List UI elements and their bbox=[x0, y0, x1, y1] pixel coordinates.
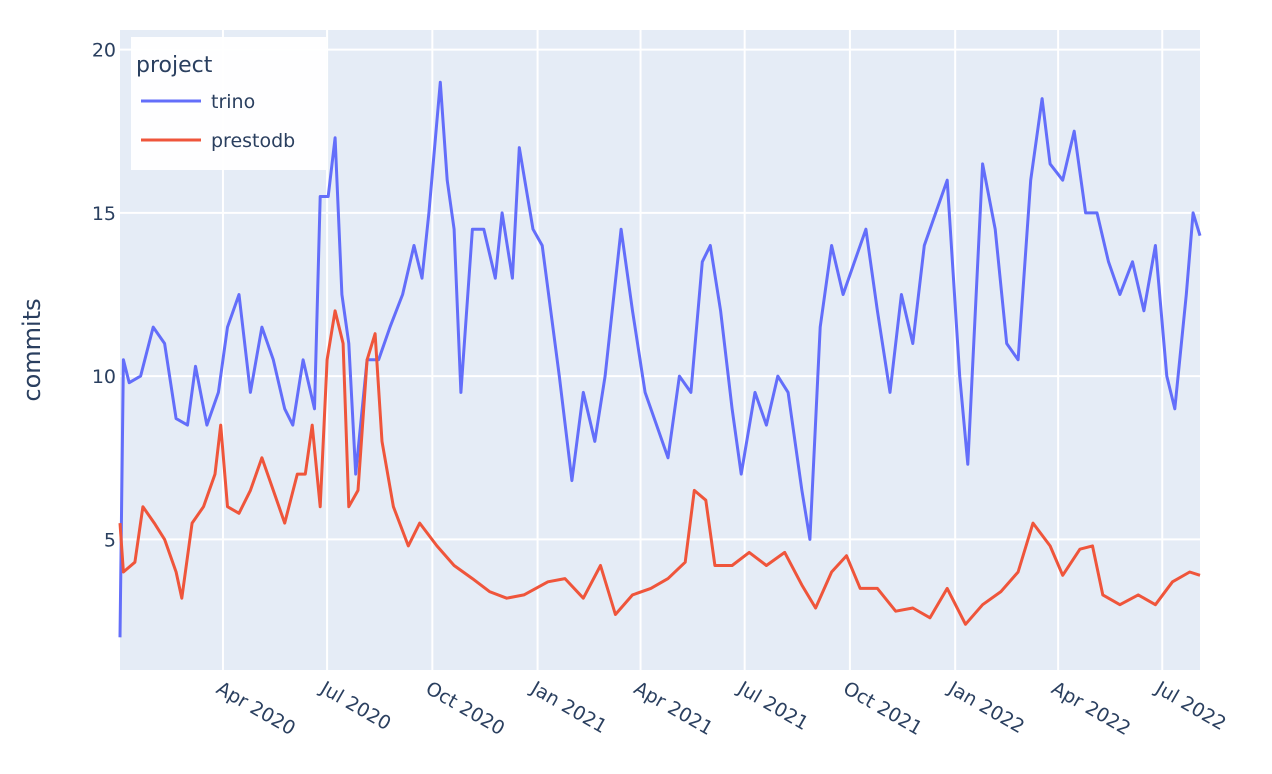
y-tick-label: 15 bbox=[92, 203, 116, 225]
x-tick-label: Jul 2022 bbox=[1151, 677, 1230, 735]
y-axis-ticks: 5 10 15 20 bbox=[92, 40, 116, 552]
y-tick-label: 20 bbox=[92, 40, 116, 62]
legend-item-trino[interactable]: trino bbox=[141, 91, 255, 113]
legend-box bbox=[131, 37, 326, 170]
legend-label-prestodb: prestodb bbox=[211, 130, 295, 152]
series-line-trino bbox=[118, 80, 1202, 638]
series-line-prestodb bbox=[118, 309, 1201, 626]
x-tick-label: Jul 2021 bbox=[733, 677, 812, 735]
legend-title: project bbox=[136, 53, 213, 78]
legend-label-trino: trino bbox=[211, 91, 255, 113]
legend-item-prestodb[interactable]: prestodb bbox=[141, 130, 295, 152]
x-tick-label: Jan 2022 bbox=[944, 677, 1028, 738]
y-tick-label: 5 bbox=[104, 529, 116, 551]
series-lines bbox=[118, 80, 1202, 638]
x-tick-label: Oct 2021 bbox=[839, 677, 926, 740]
legend[interactable]: project trino prestodb bbox=[131, 37, 326, 170]
x-tick-label: Jan 2021 bbox=[526, 677, 610, 738]
x-tick-label: Apr 2020 bbox=[212, 677, 299, 740]
y-tick-label: 10 bbox=[92, 366, 116, 388]
x-tick-label: Oct 2020 bbox=[422, 677, 509, 740]
x-tick-label: Jul 2020 bbox=[316, 677, 395, 735]
x-axis-ticks: Apr 2020 Jul 2020 Oct 2020 Jan 2021 Apr 2021… bbox=[212, 677, 1229, 740]
y-axis-title: commits bbox=[18, 298, 46, 401]
x-tick-label: Apr 2022 bbox=[1048, 677, 1135, 740]
x-tick-label: Apr 2021 bbox=[630, 677, 717, 740]
